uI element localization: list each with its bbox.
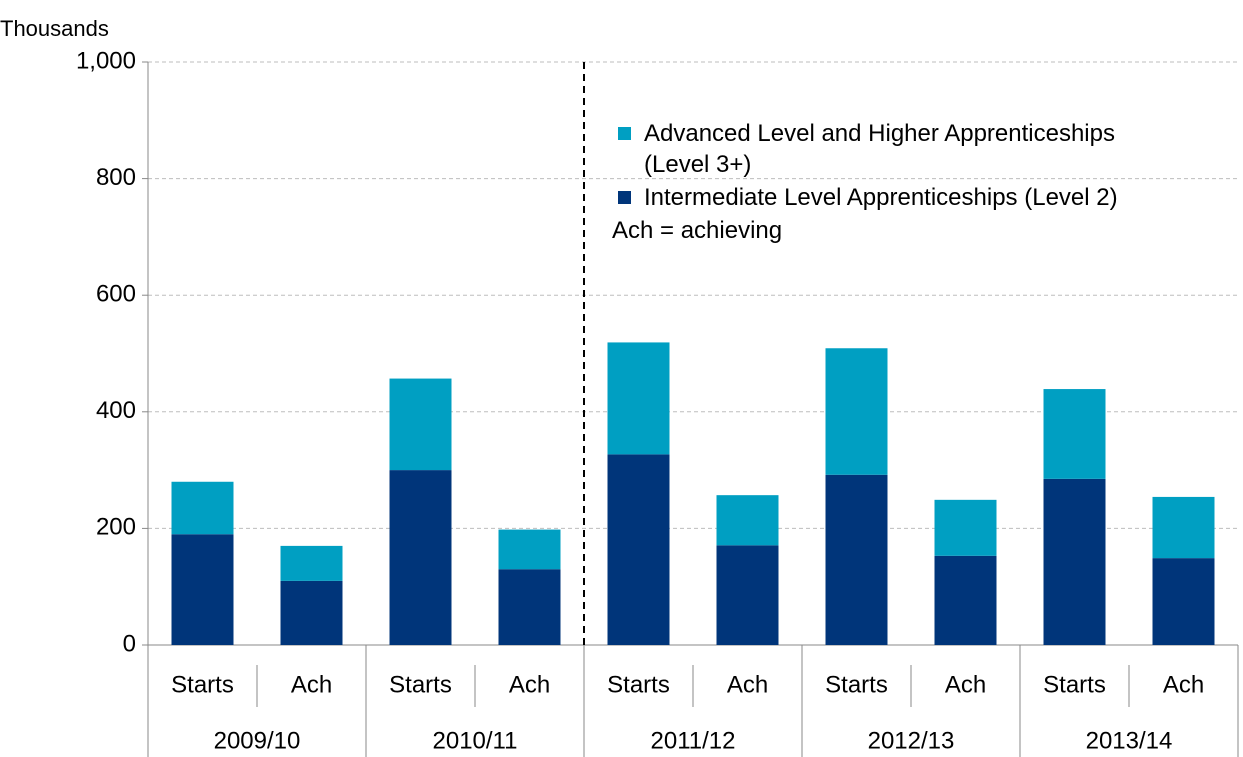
x-tick-label: Starts xyxy=(171,671,234,698)
group-label: 2013/14 xyxy=(1086,727,1173,754)
bar-segment xyxy=(934,499,997,556)
y-tick-label: 1,000 xyxy=(76,47,136,74)
bar-segment xyxy=(1152,496,1215,559)
legend-label: Advanced Level and Higher Apprenticeship… xyxy=(644,120,1115,178)
group-label: 2012/13 xyxy=(868,727,955,754)
bar-segment xyxy=(498,569,561,645)
x-tick-label: Ach xyxy=(291,671,332,698)
y-tick-label: 400 xyxy=(96,397,136,424)
y-tick-label: 600 xyxy=(96,281,136,308)
bar-segment xyxy=(825,474,888,645)
legend-swatch xyxy=(618,191,631,204)
bar-segment xyxy=(716,495,779,546)
bar-segment xyxy=(389,470,452,645)
bar-segment xyxy=(1043,478,1106,645)
legend-swatch xyxy=(618,127,631,140)
bar-segment xyxy=(1152,558,1215,645)
legend-item: Intermediate Level Apprenticeships (Leve… xyxy=(612,182,1154,213)
bar-segment xyxy=(1043,389,1106,479)
group-label: 2009/10 xyxy=(214,727,301,754)
y-axis-label: Thousands xyxy=(0,16,109,41)
x-tick-label: Starts xyxy=(1043,671,1106,698)
x-tick-label: Starts xyxy=(389,671,452,698)
y-tick-label: 0 xyxy=(123,630,136,657)
bar-segment xyxy=(716,545,779,645)
bar-segment xyxy=(280,545,343,581)
legend-label: Intermediate Level Apprenticeships (Leve… xyxy=(644,184,1118,211)
x-tick-label: Ach xyxy=(727,671,768,698)
bar-segment xyxy=(607,342,670,455)
y-tick-label: 200 xyxy=(96,514,136,541)
bar-segment xyxy=(280,580,343,645)
legend: Advanced Level and Higher Apprenticeship… xyxy=(612,118,1154,246)
bar-segment xyxy=(171,534,234,645)
annotation: Ach = achieving xyxy=(612,217,783,244)
bar-segment xyxy=(607,454,670,645)
bar-segment xyxy=(498,529,561,570)
group-label: 2010/11 xyxy=(433,727,518,754)
x-tick-label: Ach xyxy=(945,671,986,698)
legend-item: Advanced Level and Higher Apprenticeship… xyxy=(612,118,1154,180)
bar-segment xyxy=(934,555,997,645)
x-tick-label: Ach xyxy=(1163,671,1204,698)
bar-segment xyxy=(389,378,452,471)
x-tick-label: Ach xyxy=(509,671,550,698)
x-tick-label: Starts xyxy=(825,671,888,698)
bar-segment xyxy=(825,348,888,475)
bar-segment xyxy=(171,481,234,535)
x-tick-label: Starts xyxy=(607,671,670,698)
group-label: 2011/12 xyxy=(651,727,736,754)
y-tick-label: 800 xyxy=(96,164,136,191)
